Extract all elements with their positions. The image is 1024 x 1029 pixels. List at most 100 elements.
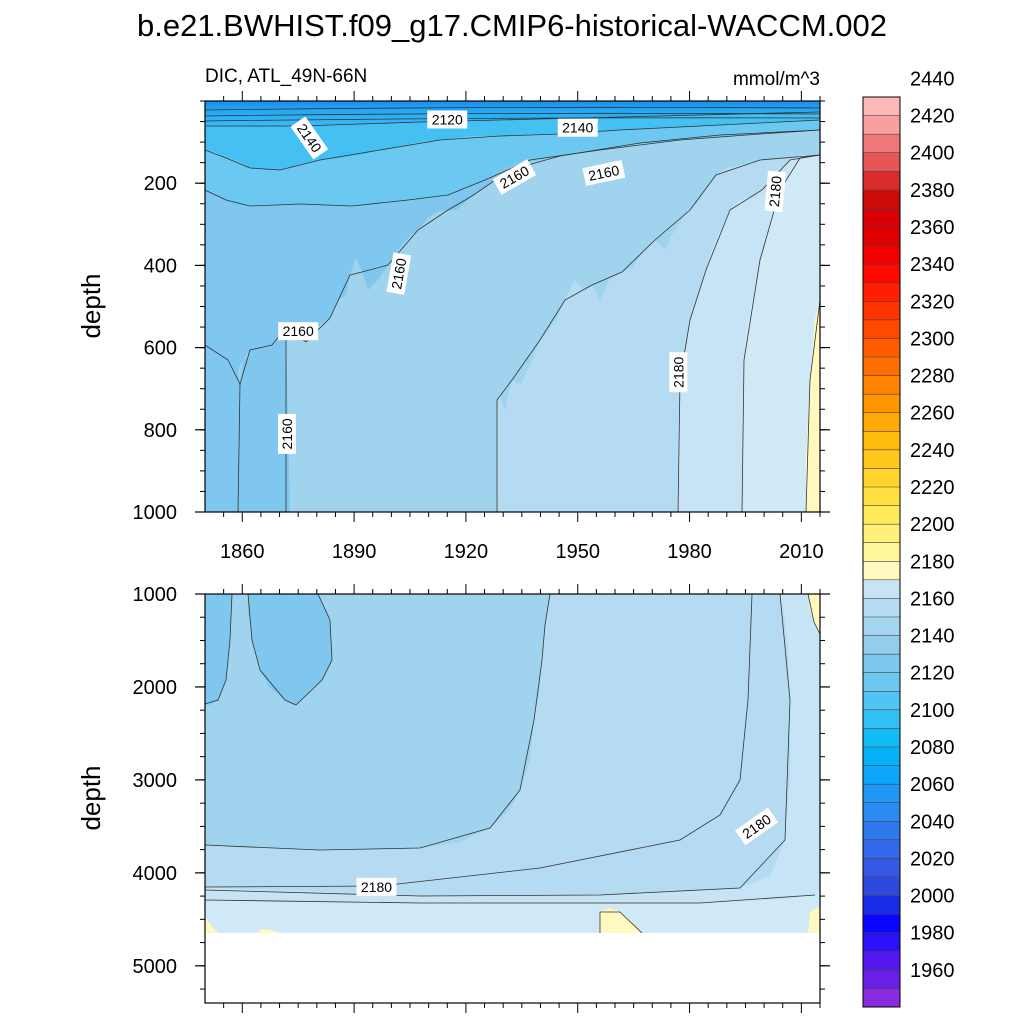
- colorbar-level-label: 2280: [910, 366, 955, 388]
- upper-contour-label-box: [669, 352, 688, 393]
- colorbar-level-label: 2120: [910, 663, 955, 685]
- colorbar-swatch: [863, 468, 900, 488]
- colorbar-swatch: [863, 914, 900, 934]
- upper-y-tick-label: 200: [144, 173, 177, 195]
- colorbar-level-label: 1960: [910, 960, 955, 982]
- upper-contour-fills: [205, 101, 820, 512]
- lower-fill-yellow-mid: [255, 929, 280, 933]
- upper-contour-label: 2160: [386, 252, 412, 295]
- colorbar-level-label: 2260: [910, 403, 955, 425]
- upper-y-tick-label: 1000: [133, 502, 178, 524]
- colorbar-swatch: [863, 654, 900, 674]
- upper-contour-label-text: 2120: [432, 111, 463, 127]
- colorbar-swatch: [863, 319, 900, 339]
- colorbar-swatch: [863, 134, 900, 154]
- upper-contour-label: 2140: [557, 118, 598, 137]
- upper-contour-label-text: 2160: [388, 257, 409, 291]
- colorbar-swatch: [863, 208, 900, 228]
- colorbar-swatch: [863, 969, 900, 989]
- upper-contour-label-text: 2160: [283, 323, 314, 339]
- colorbar-level-label: 2140: [910, 626, 955, 648]
- upper-y-tick-label: 800: [144, 420, 177, 442]
- upper-contour-label-text: 2180: [670, 356, 686, 387]
- lower-contour-label-box: [735, 807, 779, 846]
- colorbar-swatch: [863, 598, 900, 618]
- chart-subtitle-left: DIC, ATL_49N-66N: [205, 66, 367, 87]
- upper-contour-label-box: [764, 170, 786, 213]
- upper-contour-label-box: [386, 252, 412, 295]
- lower-fill-yellow-edge: [808, 906, 820, 933]
- colorbar-swatch: [863, 784, 900, 804]
- upper-fill-2200-inner: [742, 155, 820, 512]
- lower-contour-label-box: [356, 877, 397, 896]
- upper-contour-label-text: 2180: [766, 175, 785, 208]
- colorbar-swatch: [863, 635, 900, 655]
- x-tick-label: 1920: [444, 541, 489, 563]
- colorbar-level-label: 2240: [910, 440, 955, 462]
- colorbar-level-label: 2160: [910, 588, 955, 610]
- colorbar-swatch: [863, 189, 900, 209]
- colorbar-swatch: [863, 431, 900, 451]
- upper-y-axis-label: depth: [76, 273, 106, 338]
- colorbar-level-label: 2100: [910, 700, 955, 722]
- upper-contour-label: 2160: [582, 159, 626, 186]
- lower-fill-2200-bottom: [205, 890, 820, 933]
- upper-contour-label-box: [427, 110, 468, 129]
- colorbar-swatch: [863, 301, 900, 321]
- colorbar-swatch: [863, 821, 900, 841]
- colorbar-level-label: 2300: [910, 328, 955, 350]
- upper-y-axis: 200 400 600 800 1000: [133, 100, 830, 524]
- colorbar-swatch: [863, 895, 900, 915]
- colorbar-level-label: 2020: [910, 848, 955, 870]
- colorbar-level-label: 2340: [910, 254, 955, 276]
- colorbar-swatch: [863, 728, 900, 748]
- lower-y-tick-label: 3000: [133, 770, 178, 792]
- lower-contour-label: 2180: [356, 877, 397, 896]
- colorbar-swatch: [863, 988, 900, 1008]
- upper-contour-label-box: [582, 159, 626, 186]
- colorbar-level-label: 2040: [910, 811, 955, 833]
- lower-y-tick-label: 5000: [133, 956, 178, 978]
- colorbar-swatch: [863, 487, 900, 507]
- lower-y-axis-label: depth: [76, 765, 106, 830]
- colorbar-swatch: [863, 691, 900, 711]
- colorbar-level-label: 2320: [910, 291, 955, 313]
- colorbar-swatch: [863, 951, 900, 971]
- upper-contour-lines: [205, 106, 820, 512]
- chart-title: b.e21.BWHIST.f09_g17.CMIP6-historical-WA…: [137, 8, 887, 43]
- colorbar-level-label: 2400: [910, 143, 955, 165]
- lower-missing-data-area: [205, 933, 820, 1003]
- colorbar: 1960 1980 2000 2020 2040 2060 2080 2100 2120 2140…: [862, 68, 955, 1008]
- colorbar-swatch: [863, 115, 900, 135]
- colorbar-level-label: 2420: [910, 106, 955, 128]
- lower-fill-2160-blob: [248, 594, 332, 705]
- upper-contour-label-box: [492, 159, 537, 195]
- x-tick-label: 1890: [332, 541, 377, 563]
- colorbar-swatch: [863, 97, 900, 117]
- lower-contour-label-text: 2180: [361, 879, 392, 895]
- colorbar-level-label: 2180: [910, 551, 955, 573]
- colorbar-swatch: [863, 542, 900, 562]
- upper-contour-label-text: 2140: [562, 120, 593, 136]
- upper-fill-2160-column: [248, 325, 290, 512]
- colorbar-swatch: [863, 617, 900, 637]
- colorbar-frame: [862, 96, 901, 1008]
- colorbar-level-label: 2000: [910, 886, 955, 908]
- colorbar-swatch: [863, 765, 900, 785]
- upper-contour-label: 2120: [427, 110, 468, 129]
- colorbar-swatch: [863, 171, 900, 191]
- lower-y-tick-label: 1000: [133, 584, 178, 606]
- upper-y-tick-label: 600: [144, 338, 177, 360]
- upper-y-tick-label: 400: [144, 255, 177, 277]
- colorbar-level-label: 2200: [910, 514, 955, 536]
- colorbar-swatch: [863, 561, 900, 581]
- colorbar-swatch: [863, 152, 900, 172]
- lower-fill-yellow-patch: [600, 908, 642, 933]
- colorbar-level-label: 2080: [910, 737, 955, 759]
- lower-x-ticks: [223, 584, 821, 1013]
- upper-contour-label: 2180: [669, 352, 688, 393]
- upper-contour-label-text: 2160: [279, 418, 295, 449]
